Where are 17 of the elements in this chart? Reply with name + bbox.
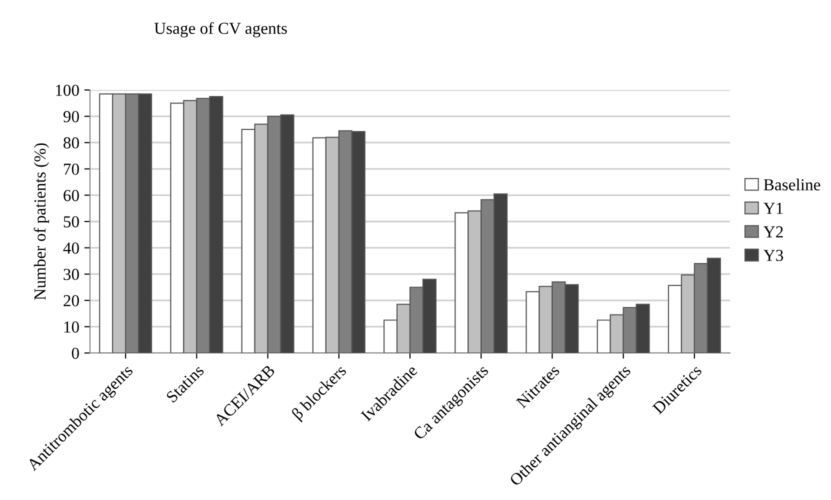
legend-label: Y1: [764, 202, 783, 214]
y-axis-title: Number of patients (%): [34, 143, 50, 300]
y-tick-label: 30: [64, 268, 79, 280]
y-tick-label: 100: [56, 84, 79, 96]
y-tick-label: 50: [64, 216, 79, 228]
y-tick-label: 80: [64, 137, 79, 149]
y-tick-label: 10: [64, 321, 79, 333]
legend-label: Baseline: [764, 178, 820, 190]
y-tick-label: 0: [72, 348, 79, 359]
legend-label: Y2: [764, 226, 783, 238]
y-tick-label: 40: [63, 242, 79, 254]
legend-label: Y3: [764, 250, 784, 262]
y-tick-label: 60: [64, 190, 79, 202]
y-tick-label: 70: [64, 164, 79, 175]
y-tick-label: 90: [63, 111, 79, 122]
chart-title: Usage of CV agents: [154, 22, 287, 38]
y-tick-label: 20: [64, 295, 79, 306]
